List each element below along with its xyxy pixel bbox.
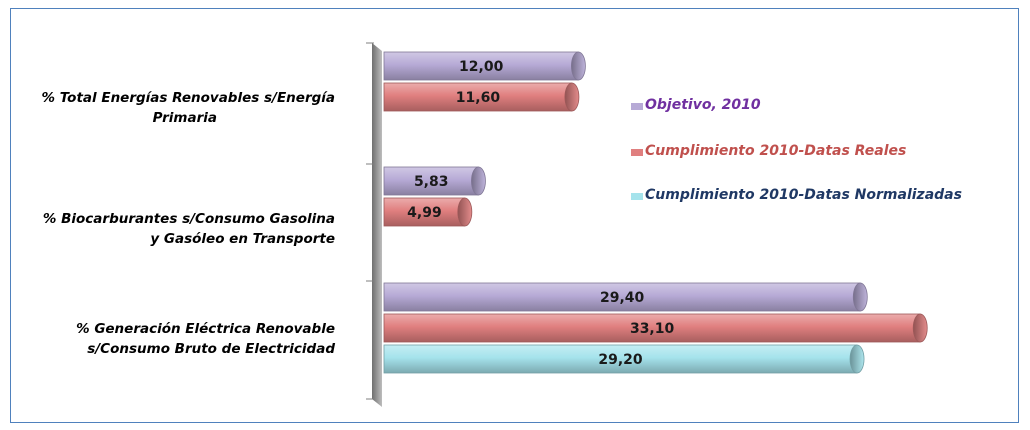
category-label: % Generación Eléctrica Renovable s/Consum… [76, 321, 335, 357]
bar [383, 51, 586, 81]
bar [383, 166, 486, 196]
bar-chart: 12,00 11,60 5,83 4,99 29,40 33,10 29,20 % Tota… [41, 42, 962, 407]
bar [383, 344, 865, 374]
legend-label: Objetivo, 2010 [645, 97, 761, 113]
category-label: % Total Energías Renovables s/Energía Pri… [41, 90, 335, 126]
legend-label: Cumplimiento 2010-Datas Normalizadas [645, 187, 962, 203]
data-label: 29,40 [600, 290, 645, 306]
chart-legend: Objetivo, 2010 Cumplimiento 2010-Datas Re… [631, 97, 962, 203]
bar [383, 313, 928, 343]
chart-frame: 12,00 11,60 5,83 4,99 29,40 33,10 29,20 % Tota… [10, 8, 1019, 423]
bar [383, 282, 868, 312]
legend-label: Cumplimiento 2010-Datas Reales [645, 143, 906, 159]
legend-entry: Objetivo, 2010 [631, 97, 761, 113]
legend-entry: Cumplimiento 2010-Datas Normalizadas [631, 187, 962, 203]
data-label: 4,99 [407, 205, 442, 221]
data-label: 12,00 [459, 59, 504, 75]
chart-back-wall [372, 43, 382, 407]
data-label: 11,60 [456, 90, 501, 106]
bar [383, 197, 473, 227]
bar [383, 82, 580, 112]
category-label: % Biocarburantes s/Consumo Gasolina y Gas… [43, 211, 335, 247]
legend-entry: Cumplimiento 2010-Datas Reales [631, 143, 906, 159]
data-label: 33,10 [630, 321, 675, 337]
data-label: 29,20 [598, 352, 643, 368]
category-axis-ticks [366, 42, 374, 400]
data-label: 5,83 [414, 174, 449, 190]
